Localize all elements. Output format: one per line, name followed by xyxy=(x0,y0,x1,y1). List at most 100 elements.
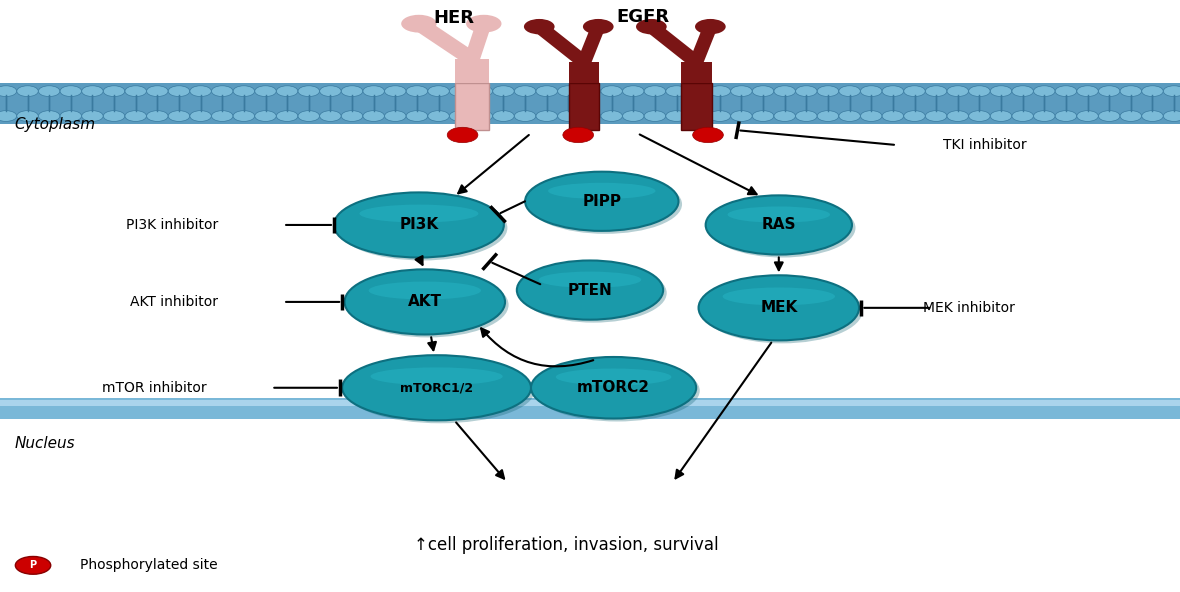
Circle shape xyxy=(883,86,904,96)
Circle shape xyxy=(0,86,17,96)
Circle shape xyxy=(730,86,752,96)
Circle shape xyxy=(385,86,406,96)
Circle shape xyxy=(493,86,514,96)
Circle shape xyxy=(623,111,644,121)
Circle shape xyxy=(341,86,362,96)
Circle shape xyxy=(1142,111,1163,121)
Text: PIPP: PIPP xyxy=(582,194,622,209)
Ellipse shape xyxy=(346,358,535,423)
Circle shape xyxy=(39,86,60,96)
Circle shape xyxy=(450,111,471,121)
Circle shape xyxy=(753,111,774,121)
Circle shape xyxy=(795,86,817,96)
Ellipse shape xyxy=(345,269,505,334)
Circle shape xyxy=(818,111,839,121)
Text: P: P xyxy=(30,561,37,570)
Text: MEK inhibitor: MEK inhibitor xyxy=(923,301,1015,315)
Circle shape xyxy=(17,86,38,96)
Circle shape xyxy=(666,111,687,121)
Circle shape xyxy=(190,86,211,96)
Circle shape xyxy=(428,111,450,121)
Circle shape xyxy=(1034,111,1055,121)
Circle shape xyxy=(904,86,925,96)
Circle shape xyxy=(1163,86,1180,96)
Ellipse shape xyxy=(702,278,863,343)
Circle shape xyxy=(1034,86,1055,96)
FancyBboxPatch shape xyxy=(0,83,1180,124)
Circle shape xyxy=(1077,86,1099,96)
Circle shape xyxy=(234,86,255,96)
Ellipse shape xyxy=(337,195,507,260)
Circle shape xyxy=(514,111,536,121)
Circle shape xyxy=(169,86,190,96)
Text: RAS: RAS xyxy=(761,217,796,233)
Circle shape xyxy=(969,111,990,121)
Circle shape xyxy=(536,86,557,96)
Ellipse shape xyxy=(706,195,852,255)
Circle shape xyxy=(563,127,594,143)
Circle shape xyxy=(990,86,1011,96)
Circle shape xyxy=(320,86,341,96)
Bar xyxy=(569,62,599,83)
Circle shape xyxy=(15,556,51,574)
Circle shape xyxy=(81,111,103,121)
Circle shape xyxy=(666,86,687,96)
Circle shape xyxy=(948,111,969,121)
Circle shape xyxy=(211,111,232,121)
Circle shape xyxy=(447,127,478,143)
Circle shape xyxy=(81,86,103,96)
Circle shape xyxy=(948,86,969,96)
Text: Phosphorylated site: Phosphorylated site xyxy=(80,558,218,572)
Circle shape xyxy=(60,86,81,96)
Circle shape xyxy=(860,86,881,96)
Text: HER: HER xyxy=(434,9,474,27)
Bar xyxy=(455,59,489,83)
Circle shape xyxy=(276,111,297,121)
Ellipse shape xyxy=(368,282,481,300)
Bar xyxy=(681,62,712,83)
Ellipse shape xyxy=(342,355,531,420)
Circle shape xyxy=(774,111,795,121)
Circle shape xyxy=(636,19,667,34)
Circle shape xyxy=(255,86,276,96)
Ellipse shape xyxy=(360,205,478,223)
Text: MEK: MEK xyxy=(760,300,798,316)
Circle shape xyxy=(818,86,839,96)
Ellipse shape xyxy=(728,207,830,223)
Text: AKT: AKT xyxy=(408,294,441,310)
Text: Cytoplasm: Cytoplasm xyxy=(14,117,96,132)
Ellipse shape xyxy=(548,183,656,199)
Ellipse shape xyxy=(709,198,856,258)
Circle shape xyxy=(601,111,622,121)
Circle shape xyxy=(688,86,709,96)
Circle shape xyxy=(471,86,492,96)
Text: mTORC1/2: mTORC1/2 xyxy=(400,381,473,394)
Text: TKI inhibitor: TKI inhibitor xyxy=(943,138,1027,152)
Circle shape xyxy=(524,19,555,34)
Circle shape xyxy=(60,111,81,121)
Circle shape xyxy=(925,111,946,121)
Circle shape xyxy=(299,86,320,96)
Ellipse shape xyxy=(520,263,667,323)
Circle shape xyxy=(695,19,726,34)
FancyBboxPatch shape xyxy=(0,400,1180,407)
Circle shape xyxy=(471,111,492,121)
Circle shape xyxy=(536,111,557,121)
Ellipse shape xyxy=(535,360,700,422)
Circle shape xyxy=(795,111,817,121)
Circle shape xyxy=(990,111,1011,121)
Circle shape xyxy=(688,111,709,121)
Circle shape xyxy=(904,111,925,121)
Circle shape xyxy=(1142,86,1163,96)
Circle shape xyxy=(39,111,60,121)
Circle shape xyxy=(558,86,579,96)
Circle shape xyxy=(1099,86,1120,96)
Circle shape xyxy=(450,86,471,96)
Circle shape xyxy=(17,111,38,121)
Ellipse shape xyxy=(531,357,696,419)
Ellipse shape xyxy=(556,368,671,385)
Ellipse shape xyxy=(371,368,503,385)
Circle shape xyxy=(514,86,536,96)
Circle shape xyxy=(579,86,601,96)
Ellipse shape xyxy=(348,272,509,337)
